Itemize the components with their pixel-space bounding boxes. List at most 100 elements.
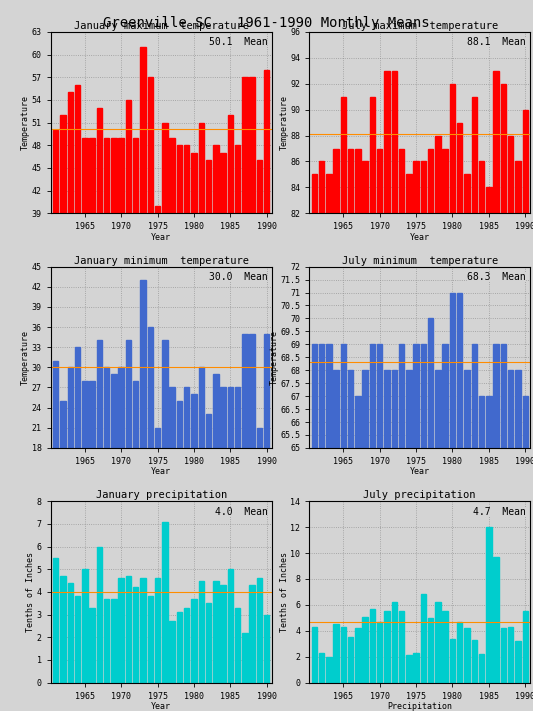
Bar bbox=[348, 370, 353, 448]
Bar bbox=[500, 629, 506, 683]
Bar bbox=[486, 527, 491, 683]
Bar bbox=[177, 612, 182, 683]
Bar bbox=[75, 85, 80, 213]
Bar bbox=[60, 576, 66, 683]
Bar bbox=[53, 130, 59, 213]
Text: 30.0  Mean: 30.0 Mean bbox=[208, 272, 268, 282]
Bar bbox=[341, 627, 346, 683]
Text: 50.1  Mean: 50.1 Mean bbox=[208, 38, 268, 48]
Bar bbox=[111, 374, 117, 448]
Bar bbox=[82, 381, 87, 448]
Bar bbox=[414, 344, 419, 448]
Bar bbox=[508, 627, 513, 683]
Bar bbox=[428, 618, 433, 683]
Bar bbox=[515, 161, 521, 213]
Title: January minimum  temperature: January minimum temperature bbox=[74, 256, 249, 266]
Bar bbox=[133, 587, 139, 683]
Bar bbox=[118, 578, 124, 683]
Bar bbox=[213, 374, 219, 448]
Bar bbox=[421, 594, 426, 683]
Bar bbox=[508, 370, 513, 448]
Bar bbox=[111, 138, 117, 213]
Y-axis label: Temperature: Temperature bbox=[270, 330, 279, 385]
Text: Greenville SC   1961-1990 Monthly Means: Greenville SC 1961-1990 Monthly Means bbox=[103, 16, 430, 30]
Bar bbox=[319, 344, 324, 448]
Bar bbox=[257, 578, 262, 683]
Bar bbox=[319, 653, 324, 683]
Bar bbox=[319, 161, 324, 213]
Bar bbox=[140, 280, 146, 448]
Bar bbox=[311, 174, 317, 213]
X-axis label: Year: Year bbox=[151, 702, 171, 711]
Y-axis label: Temperature: Temperature bbox=[21, 330, 30, 385]
Bar bbox=[377, 149, 383, 213]
Bar bbox=[326, 344, 332, 448]
Bar bbox=[68, 583, 73, 683]
Bar bbox=[311, 627, 317, 683]
Bar bbox=[111, 599, 117, 683]
Bar bbox=[326, 657, 332, 683]
Bar bbox=[442, 344, 448, 448]
Bar bbox=[414, 653, 419, 683]
Bar bbox=[341, 344, 346, 448]
Bar bbox=[399, 611, 404, 683]
Bar bbox=[377, 344, 383, 448]
Bar bbox=[355, 149, 361, 213]
Bar bbox=[148, 597, 153, 683]
Bar bbox=[435, 136, 441, 213]
Bar bbox=[362, 616, 368, 683]
Bar bbox=[464, 174, 470, 213]
Bar bbox=[464, 629, 470, 683]
Bar bbox=[362, 161, 368, 213]
Bar bbox=[457, 122, 463, 213]
Bar bbox=[414, 161, 419, 213]
Bar bbox=[522, 611, 528, 683]
Bar bbox=[191, 599, 197, 683]
Bar bbox=[235, 608, 240, 683]
Bar bbox=[118, 368, 124, 448]
Bar bbox=[406, 174, 411, 213]
Bar bbox=[169, 138, 175, 213]
Bar bbox=[392, 602, 397, 683]
Bar bbox=[457, 292, 463, 448]
Bar bbox=[384, 370, 390, 448]
Bar bbox=[494, 557, 499, 683]
Bar bbox=[257, 161, 262, 213]
Bar bbox=[184, 387, 189, 448]
Bar bbox=[191, 394, 197, 448]
Bar bbox=[486, 188, 491, 213]
Y-axis label: Tenths of Inches: Tenths of Inches bbox=[280, 552, 289, 632]
Bar bbox=[370, 609, 375, 683]
Bar bbox=[169, 621, 175, 683]
Bar bbox=[90, 138, 95, 213]
Bar bbox=[118, 138, 124, 213]
Bar bbox=[428, 319, 433, 448]
Bar bbox=[148, 77, 153, 213]
Bar bbox=[53, 360, 59, 448]
Bar bbox=[355, 629, 361, 683]
Bar bbox=[104, 599, 109, 683]
Bar bbox=[508, 136, 513, 213]
Bar bbox=[96, 547, 102, 683]
Bar bbox=[155, 205, 160, 213]
X-axis label: Precipitation: Precipitation bbox=[387, 702, 452, 711]
Bar bbox=[235, 145, 240, 213]
Bar bbox=[213, 581, 219, 683]
Y-axis label: Temperature: Temperature bbox=[280, 95, 289, 150]
Bar bbox=[169, 387, 175, 448]
Bar bbox=[494, 344, 499, 448]
Bar bbox=[249, 77, 255, 213]
Bar bbox=[184, 145, 189, 213]
Bar bbox=[133, 138, 139, 213]
Bar bbox=[177, 401, 182, 448]
Bar bbox=[472, 344, 477, 448]
Bar bbox=[162, 341, 167, 448]
Bar bbox=[213, 145, 219, 213]
Bar bbox=[133, 381, 139, 448]
Bar bbox=[264, 333, 270, 448]
Bar bbox=[348, 637, 353, 683]
X-axis label: Year: Year bbox=[410, 467, 430, 476]
Bar bbox=[384, 611, 390, 683]
Bar bbox=[494, 71, 499, 213]
Bar bbox=[220, 153, 226, 213]
